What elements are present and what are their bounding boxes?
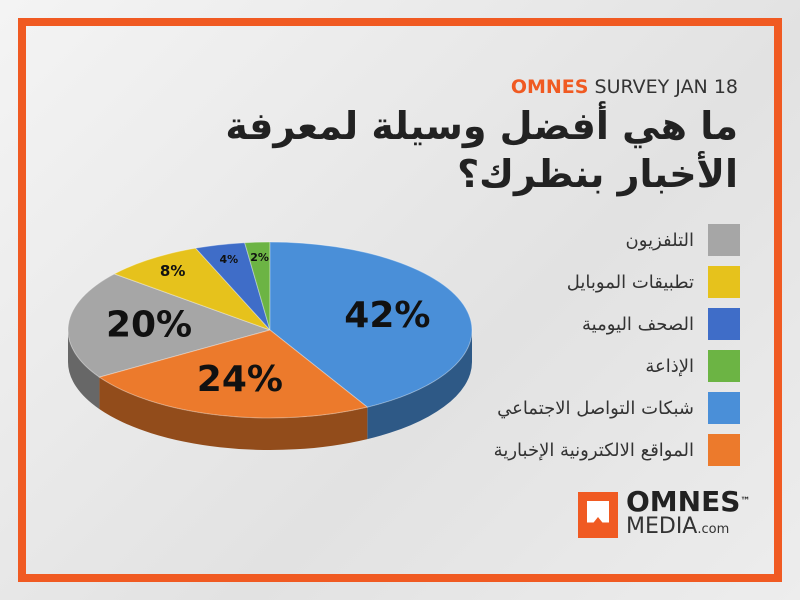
logo-name: OMNES — [626, 485, 741, 518]
legend-label: الصحف اليومية — [581, 313, 694, 335]
value-label: 4% — [219, 253, 238, 266]
value-label: 42% — [344, 295, 430, 336]
legend-label: شبكات التواصل الاجتماعي — [497, 397, 694, 419]
frame — [18, 18, 782, 582]
legend-label: تطبيقات الموبايل — [566, 271, 694, 293]
value-label: 20% — [106, 305, 192, 346]
legend-label: التلفزيون — [625, 229, 694, 251]
pie-slice — [67, 273, 272, 378]
pie-slice — [194, 242, 271, 331]
legend-swatch — [708, 308, 740, 340]
value-label: 8% — [160, 262, 185, 280]
header-brand: OMNES — [510, 76, 589, 98]
legend-swatch — [708, 350, 740, 382]
logo-sub: MEDIA — [626, 514, 698, 539]
legend-item: الصحف اليومية — [582, 308, 740, 340]
logo: OMNES™ MEDIA.com — [578, 488, 750, 541]
header: OMNES SURVEY JAN 18 — [511, 76, 738, 98]
legend-label: المواقع الالكترونية الإخبارية — [493, 439, 694, 461]
legend-swatch — [708, 392, 740, 424]
legend-swatch — [708, 266, 740, 298]
header-text: SURVEY JAN 18 — [594, 76, 738, 98]
legend-item: تطبيقات الموبايل — [567, 266, 740, 298]
pie-side — [367, 330, 472, 440]
value-label: 2% — [250, 251, 269, 264]
legend-swatch — [708, 434, 740, 466]
logo-suffix: .com — [697, 522, 730, 537]
pie-slice — [113, 247, 271, 331]
logo-icon — [578, 491, 618, 538]
legend-item: الإذاعة — [645, 350, 740, 382]
legend-label: الإذاعة — [645, 355, 694, 377]
title-line: ما هي أفضل وسيلة لمعرفة — [225, 104, 738, 148]
legend-item: المواقع الالكترونية الإخبارية — [494, 434, 740, 466]
value-label: 24% — [197, 359, 283, 400]
pie-slice — [269, 241, 473, 408]
pie-side — [68, 330, 100, 410]
logo-tm: ™ — [740, 496, 751, 507]
legend-item: التلفزيون — [626, 224, 740, 256]
legend-swatch — [708, 224, 740, 256]
title-line: الأخبار بنظرك؟ — [457, 152, 738, 196]
legend-item: شبكات التواصل الاجتماعي — [497, 392, 740, 424]
pie-slice — [98, 329, 369, 419]
pie-side — [99, 377, 368, 450]
pie-slice — [244, 241, 271, 331]
